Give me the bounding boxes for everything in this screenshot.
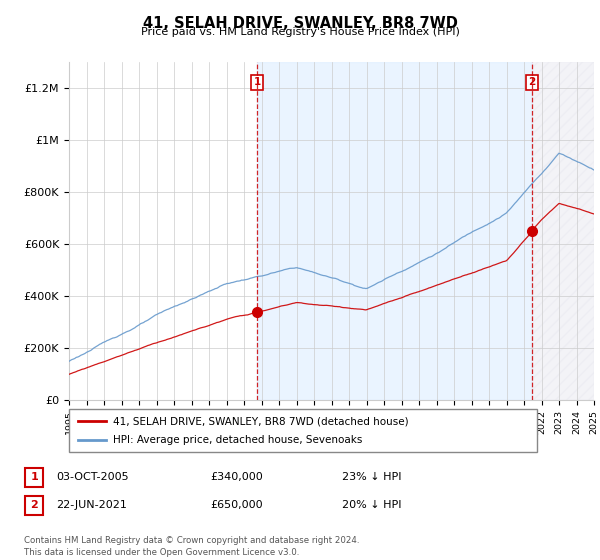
Text: Contains HM Land Registry data © Crown copyright and database right 2024.
This d: Contains HM Land Registry data © Crown c… bbox=[24, 536, 359, 557]
Text: 41, SELAH DRIVE, SWANLEY, BR8 7WD: 41, SELAH DRIVE, SWANLEY, BR8 7WD bbox=[143, 16, 457, 31]
Text: £650,000: £650,000 bbox=[210, 500, 263, 510]
Text: 1: 1 bbox=[254, 77, 261, 87]
Text: HPI: Average price, detached house, Sevenoaks: HPI: Average price, detached house, Seve… bbox=[113, 435, 363, 445]
FancyBboxPatch shape bbox=[25, 496, 43, 515]
Text: 2: 2 bbox=[529, 77, 536, 87]
Bar bbox=[257, 62, 532, 400]
Text: 2: 2 bbox=[31, 500, 38, 510]
Text: 1: 1 bbox=[31, 472, 38, 482]
Text: 22-JUN-2021: 22-JUN-2021 bbox=[56, 500, 127, 510]
Text: 23% ↓ HPI: 23% ↓ HPI bbox=[342, 472, 401, 482]
Text: 41, SELAH DRIVE, SWANLEY, BR8 7WD (detached house): 41, SELAH DRIVE, SWANLEY, BR8 7WD (detac… bbox=[113, 416, 409, 426]
Text: £340,000: £340,000 bbox=[210, 472, 263, 482]
Text: Price paid vs. HM Land Registry's House Price Index (HPI): Price paid vs. HM Land Registry's House … bbox=[140, 27, 460, 37]
FancyBboxPatch shape bbox=[25, 468, 43, 487]
Bar bbox=[532, 62, 594, 400]
Text: 20% ↓ HPI: 20% ↓ HPI bbox=[342, 500, 401, 510]
Text: 03-OCT-2005: 03-OCT-2005 bbox=[56, 472, 129, 482]
